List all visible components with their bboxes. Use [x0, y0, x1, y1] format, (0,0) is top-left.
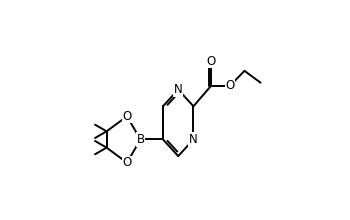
Text: O: O — [206, 55, 216, 68]
Text: O: O — [225, 79, 234, 92]
Text: B: B — [136, 133, 145, 146]
Text: N: N — [189, 133, 198, 146]
Text: N: N — [174, 83, 183, 96]
Text: O: O — [122, 156, 132, 169]
Text: O: O — [122, 110, 132, 123]
